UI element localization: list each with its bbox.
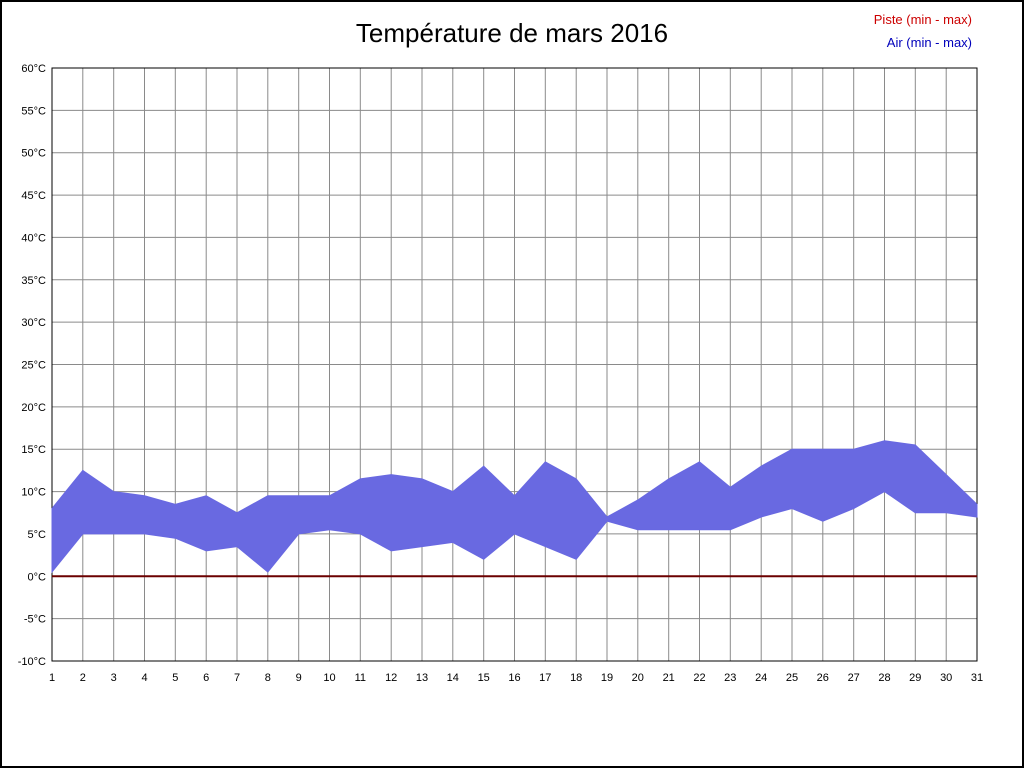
svg-text:22: 22 <box>693 672 705 684</box>
svg-text:26: 26 <box>817 672 829 684</box>
svg-text:-10°C: -10°C <box>18 656 46 668</box>
svg-text:6: 6 <box>203 672 209 684</box>
svg-text:7: 7 <box>234 672 240 684</box>
svg-text:18: 18 <box>570 672 582 684</box>
svg-text:24: 24 <box>755 672 767 684</box>
svg-text:21: 21 <box>663 672 675 684</box>
svg-text:2: 2 <box>80 672 86 684</box>
legend-item-air: Air (min - max) <box>886 35 972 50</box>
svg-text:55°C: 55°C <box>21 105 46 117</box>
svg-text:12: 12 <box>385 672 397 684</box>
svg-text:-5°C: -5°C <box>24 614 46 626</box>
svg-text:45°C: 45°C <box>21 190 46 202</box>
svg-text:40°C: 40°C <box>21 232 46 244</box>
svg-text:25°C: 25°C <box>21 360 46 372</box>
svg-text:19: 19 <box>601 672 613 684</box>
chart-legend: Piste (min - max) Air (min - max) <box>874 8 972 54</box>
svg-text:31: 31 <box>971 672 983 684</box>
svg-text:3: 3 <box>111 672 117 684</box>
svg-text:17: 17 <box>539 672 551 684</box>
svg-text:4: 4 <box>141 672 147 684</box>
svg-text:5: 5 <box>172 672 178 684</box>
svg-text:11: 11 <box>355 672 366 684</box>
svg-text:27: 27 <box>848 672 860 684</box>
svg-text:10: 10 <box>323 672 335 684</box>
svg-text:15°C: 15°C <box>21 444 46 456</box>
svg-text:23: 23 <box>724 672 736 684</box>
legend-item-piste: Piste (min - max) <box>873 12 972 27</box>
svg-text:10°C: 10°C <box>21 487 46 499</box>
svg-text:8: 8 <box>265 672 271 684</box>
svg-text:15: 15 <box>478 672 490 684</box>
svg-text:9: 9 <box>296 672 302 684</box>
svg-text:60°C: 60°C <box>21 63 46 75</box>
svg-text:5°C: 5°C <box>28 529 47 541</box>
svg-text:28: 28 <box>878 672 890 684</box>
svg-text:25: 25 <box>786 672 798 684</box>
svg-text:20: 20 <box>632 672 644 684</box>
svg-text:13: 13 <box>416 672 428 684</box>
svg-text:50°C: 50°C <box>21 148 46 160</box>
svg-text:29: 29 <box>909 672 921 684</box>
svg-text:30: 30 <box>940 672 952 684</box>
svg-text:20°C: 20°C <box>21 402 46 414</box>
svg-text:35°C: 35°C <box>21 275 46 287</box>
svg-text:14: 14 <box>447 672 459 684</box>
svg-text:16: 16 <box>508 672 520 684</box>
svg-text:30°C: 30°C <box>21 317 46 329</box>
chart-title: Température de mars 2016 <box>355 18 669 48</box>
svg-text:0°C: 0°C <box>28 571 47 583</box>
svg-text:1: 1 <box>49 672 55 684</box>
